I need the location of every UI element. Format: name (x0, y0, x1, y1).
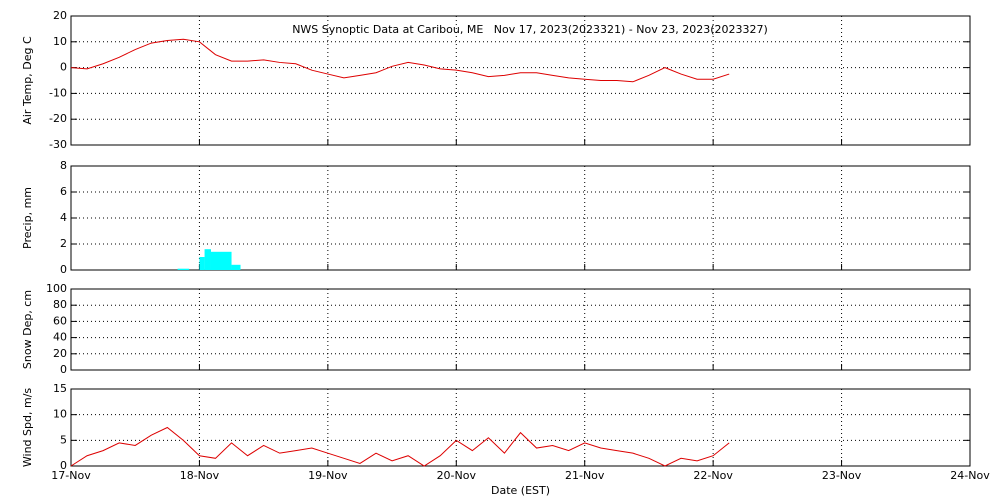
y-tick-label: 0 (60, 363, 67, 376)
y-tick-label: 8 (60, 159, 67, 172)
chart-title: NWS Synoptic Data at Caribou, ME Nov 17,… (292, 23, 768, 36)
x-tick-label: 21-Nov (565, 469, 605, 482)
y-tick-label: 0 (60, 459, 67, 472)
x-tick-label: 20-Nov (437, 469, 477, 482)
y-tick-label: 40 (53, 331, 67, 344)
y-tick-label: -20 (49, 112, 67, 125)
y-tick-label: 15 (53, 382, 67, 395)
y-tick-label: 100 (46, 282, 67, 295)
data-line (70, 426, 730, 467)
x-tick-label: 17-Nov (51, 469, 91, 482)
bar (231, 264, 241, 270)
data-line (70, 38, 730, 83)
y-axis-label: Snow Dep, cm (21, 290, 34, 369)
bar (204, 249, 211, 270)
y-tick-label: 80 (53, 298, 67, 311)
y-tick-label: 10 (53, 408, 67, 421)
x-tick-label: 19-Nov (308, 469, 348, 482)
bar (199, 257, 205, 270)
y-tick-label: 60 (53, 314, 67, 327)
x-tick-label: 23-Nov (822, 469, 862, 482)
x-tick-label: 18-Nov (180, 469, 220, 482)
y-axis-label: Precip, mm (21, 187, 34, 249)
y-tick-label: 10 (53, 35, 67, 48)
y-tick-label: 5 (60, 433, 67, 446)
y-tick-label: 4 (60, 211, 67, 224)
bar (177, 268, 190, 270)
y-tick-label: 20 (53, 9, 67, 22)
y-tick-label: 2 (60, 237, 67, 250)
plot-frame (70, 388, 971, 467)
y-tick-label: 0 (60, 61, 67, 74)
x-axis-label: Date (EST) (491, 484, 550, 497)
y-tick-label: 20 (53, 347, 67, 360)
y-axis-label: Air Temp, Deg C (21, 36, 34, 125)
plot-frame (70, 288, 971, 371)
x-tick-label: 22-Nov (693, 469, 733, 482)
x-tick-label: 24-Nov (950, 469, 990, 482)
y-tick-label: -30 (49, 138, 67, 151)
y-tick-label: -10 (49, 86, 67, 99)
y-tick-label: 0 (60, 263, 67, 276)
bar (210, 251, 232, 270)
y-tick-label: 6 (60, 185, 67, 198)
y-axis-label: Wind Spd, m/s (21, 388, 34, 468)
